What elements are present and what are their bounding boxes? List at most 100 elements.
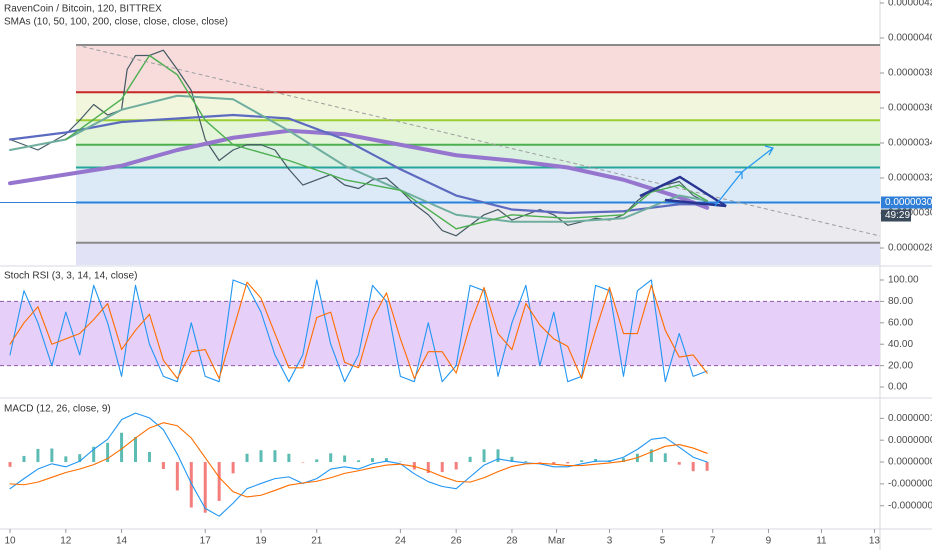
x-tick-label: 14 <box>116 536 128 547</box>
series-line <box>9 94 709 223</box>
triangle-pattern <box>639 175 727 208</box>
histogram-bar <box>649 449 653 463</box>
histogram-bar <box>552 462 556 465</box>
countdown-label: 49:29 <box>885 210 910 221</box>
y-tick-label: 80.00 <box>888 296 913 307</box>
x-tick-label: 28 <box>506 536 518 547</box>
y-tick-label: -0.00000005 <box>888 479 932 490</box>
x-tick-label: 13 <box>869 536 881 547</box>
y-tick-label: 0.00000280 <box>888 243 932 254</box>
histogram-bar <box>120 432 124 463</box>
level-band <box>76 44 880 93</box>
histogram-bar <box>524 461 528 463</box>
x-tick-label: 19 <box>255 536 267 547</box>
histogram-bar <box>22 455 26 463</box>
histogram-bar <box>454 462 458 470</box>
histogram-bar <box>231 462 235 474</box>
histogram-bar <box>203 462 207 513</box>
series-line <box>8 128 710 210</box>
trend-line <box>75 44 881 237</box>
histogram-bar <box>482 449 486 463</box>
y-tick-label: 0.00000320 <box>888 173 932 184</box>
x-tick-label: 17 <box>200 536 212 547</box>
x-tick-label: 7 <box>710 536 716 547</box>
histogram-bar <box>50 448 54 463</box>
last-price-label: 0.00000306 <box>885 197 932 208</box>
level-band <box>76 167 880 203</box>
histogram-bar <box>691 462 695 472</box>
y-tick-label: 0.00000380 <box>888 68 932 79</box>
arrow-head <box>764 145 774 156</box>
histogram-bar <box>468 456 472 463</box>
histogram-bar <box>371 458 375 463</box>
histogram-bar <box>510 456 514 463</box>
histogram-bar <box>64 456 68 463</box>
histogram-bar <box>175 462 179 491</box>
series-line <box>9 281 708 380</box>
drawing-tools <box>75 44 881 237</box>
x-tick-label: 9 <box>766 536 772 547</box>
histogram-bar <box>8 462 12 467</box>
y-tick-label: 0.00000000 <box>888 457 932 468</box>
chart-title: RavenCoin / Bitcoin, 120, BITTREX <box>4 4 162 15</box>
y-tick-label: 100.00 <box>888 275 919 286</box>
chart-subtitle: SMAs (10, 50, 100, 200, close, close, cl… <box>4 17 228 28</box>
histogram-bar <box>315 459 319 463</box>
x-tick-label: Mar <box>548 536 566 547</box>
histogram-bar <box>134 437 138 463</box>
x-tick-label: 11 <box>816 536 827 547</box>
histogram-bar <box>217 462 221 501</box>
y-tick-label: 0.00000400 <box>888 33 932 44</box>
histogram-bar <box>426 462 430 473</box>
histogram-bar <box>287 453 291 463</box>
last-price-box <box>881 196 932 209</box>
x-tick-label: 5 <box>660 536 666 547</box>
histogram-bar <box>663 453 667 463</box>
histogram-bar <box>566 462 570 464</box>
histogram-bar <box>147 451 151 463</box>
panel-series <box>0 49 880 237</box>
x-tick-label: 12 <box>60 536 72 547</box>
histogram-bar <box>301 462 305 463</box>
series-line <box>9 279 708 383</box>
histogram-bar <box>496 449 500 463</box>
y-tick-label: 20.00 <box>888 360 913 371</box>
indicator-title: Stoch RSI (3, 3, 14, 14, close) <box>4 271 137 282</box>
histogram-bar <box>357 460 361 463</box>
panel-series <box>8 412 709 517</box>
y-tick-label: 60.00 <box>888 317 913 328</box>
y-tick-label: 0.00 <box>888 382 908 393</box>
countdown-box <box>881 209 911 222</box>
panel-series <box>9 279 708 383</box>
histogram-bar <box>329 453 333 463</box>
histogram-bar <box>343 455 347 463</box>
level-band <box>76 242 880 265</box>
histogram-bar <box>705 462 709 471</box>
series-line <box>65 54 708 230</box>
panel-background <box>76 43 880 265</box>
series-line <box>9 412 708 517</box>
series-line <box>8 113 709 215</box>
histogram-bar <box>398 461 402 463</box>
level-band <box>76 120 880 145</box>
histogram-bar <box>538 462 542 463</box>
x-tick-label: 26 <box>451 536 463 547</box>
histogram-bar <box>259 450 263 463</box>
histogram-bar <box>580 460 584 463</box>
series-line <box>9 422 708 498</box>
x-tick-label: 24 <box>395 536 407 547</box>
y-tick-label: 0.00000005 <box>888 435 932 446</box>
histogram-bar <box>594 458 598 463</box>
y-tick-label: 0.00000420 <box>888 0 932 9</box>
histogram-bar <box>189 462 193 508</box>
histogram-bar <box>36 448 40 463</box>
histogram-bar <box>106 442 110 463</box>
histogram-bar <box>440 462 444 473</box>
x-tick-label: 3 <box>607 536 613 547</box>
histogram-bar <box>78 454 82 463</box>
histogram-bar <box>245 453 249 463</box>
projection-arrow <box>741 147 774 173</box>
